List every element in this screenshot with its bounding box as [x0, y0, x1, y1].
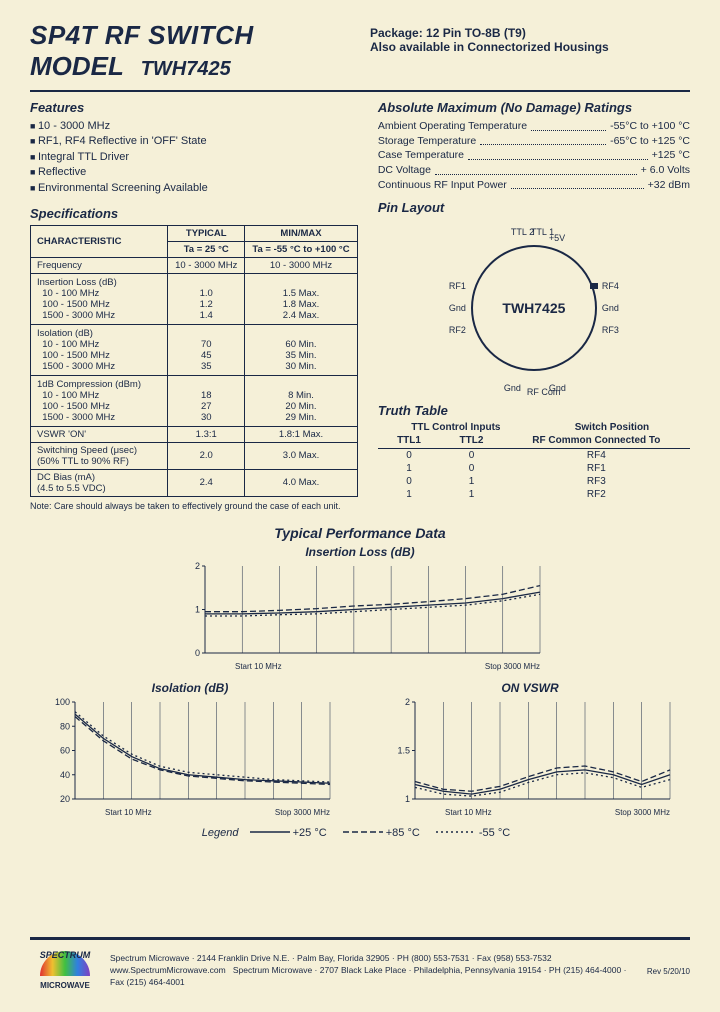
model-number: TWH7425	[141, 58, 231, 80]
footer-url: www.SpectrumMicrowave.com	[110, 965, 226, 975]
ratings-heading: Absolute Maximum (No Damage) Ratings	[378, 100, 690, 115]
package-block: Package: 12 Pin TO-8B (T9) Also availabl…	[370, 20, 690, 82]
feature-item: Environmental Screening Available	[30, 181, 358, 196]
footer: SPECTRUM MICROWAVE Spectrum Microwave · …	[30, 937, 690, 996]
footer-line1: Spectrum Microwave · 2144 Franklin Drive…	[110, 953, 637, 965]
left-column: Features 10 - 3000 MHzRF1, RF4 Reflectiv…	[30, 100, 358, 511]
pin-rf2-l: RF2	[449, 325, 466, 335]
spec-note: Note: Care should always be taken to eff…	[30, 501, 358, 511]
rating-row: DC Voltage+ 6.0 Volts	[378, 163, 690, 178]
svg-text:Start 10 MHz: Start 10 MHz	[235, 662, 282, 671]
charts-row: Isolation (dB) 20 40 60 80 100 Start 10 MHz St…	[30, 681, 690, 817]
feature-item: RF1, RF4 Reflective in 'OFF' State	[30, 134, 358, 149]
title-line2: MODEL TWH7425	[30, 51, 350, 82]
svg-text:40: 40	[60, 770, 70, 780]
pin-layout: TWH7425 TTL 2 TTL 1 +5V RF1 Gnd RF2 RF4 …	[378, 223, 690, 393]
footer-rev: Rev 5/20/10	[647, 967, 690, 976]
pin-gnd-l: Gnd	[449, 303, 466, 313]
svg-text:Stop 3000 MHz: Stop 3000 MHz	[485, 662, 540, 671]
title-line1: SP4T RF SWITCH	[30, 20, 350, 51]
truth-hdr-right: Switch Position	[534, 422, 690, 433]
package-line1: Package: 12 Pin TO-8B (T9)	[370, 26, 690, 40]
truth-heading: Truth Table	[378, 403, 690, 418]
footer-lines: Spectrum Microwave · 2144 Franklin Drive…	[110, 953, 637, 989]
logo: SPECTRUM MICROWAVE	[30, 946, 100, 996]
truth-table-section: Truth Table TTL Control Inputs Switch Po…	[378, 403, 690, 501]
svg-text:SPECTRUM: SPECTRUM	[40, 950, 91, 960]
svg-text:20: 20	[60, 794, 70, 804]
chart2-box: Isolation (dB) 20 40 60 80 100 Start 10 MHz St…	[30, 681, 350, 817]
pin-center-label: TWH7425	[502, 300, 565, 316]
pin-gnd-r: Gnd	[602, 303, 619, 313]
svg-text:2: 2	[195, 561, 200, 571]
truth-table: TTL1TTL2RF Common Connected To00RF410RF1…	[378, 433, 690, 501]
pinlayout-heading: Pin Layout	[378, 200, 690, 215]
svg-text:80: 80	[60, 721, 70, 731]
chart1-title: Insertion Loss (dB)	[30, 545, 690, 559]
features-heading: Features	[30, 100, 358, 115]
feature-item: 10 - 3000 MHz	[30, 119, 358, 134]
svg-text:2: 2	[405, 697, 410, 707]
chart3-box: ON VSWR 1 1.5 2 Start 10 MHz Stop 3000 MHz	[370, 681, 690, 817]
rating-row: Storage Temperature-65°C to +125 °C	[378, 134, 690, 149]
svg-text:1.5: 1.5	[397, 745, 410, 755]
main-columns: Features 10 - 3000 MHzRF1, RF4 Reflectiv…	[30, 100, 690, 511]
ratings-list: Ambient Operating Temperature-55°C to +1…	[378, 119, 690, 192]
pin-rf3-r: RF3	[602, 325, 619, 335]
specs-heading: Specifications	[30, 206, 358, 221]
svg-text:Start 10 MHz: Start 10 MHz	[105, 808, 152, 817]
chart1-svg: 0 1 2 Start 10 MHz Stop 3000 MHz	[170, 561, 550, 671]
svg-text:Stop 3000 MHz: Stop 3000 MHz	[615, 808, 670, 817]
chart2-title: Isolation (dB)	[30, 681, 350, 695]
svg-text:Start 10 MHz: Start 10 MHz	[445, 808, 492, 817]
pin-rf1-l: RF1	[449, 281, 466, 291]
svg-text:1: 1	[195, 604, 200, 614]
right-column: Absolute Maximum (No Damage) Ratings Amb…	[378, 100, 690, 511]
logo-svg: SPECTRUM MICROWAVE	[30, 946, 100, 996]
rating-row: Ambient Operating Temperature-55°C to +1…	[378, 119, 690, 134]
rating-row: Case Temperature+125 °C	[378, 148, 690, 163]
perf-heading: Typical Performance Data	[30, 525, 690, 541]
title-block: SP4T RF SWITCH MODEL TWH7425	[30, 20, 350, 82]
truth-hdr-left: TTL Control Inputs	[378, 422, 534, 433]
svg-text:MICROWAVE: MICROWAVE	[40, 981, 90, 990]
header-rule	[30, 90, 690, 92]
features-list: 10 - 3000 MHzRF1, RF4 Reflective in 'OFF…	[30, 119, 358, 196]
rating-row: Continuous RF Input Power+32 dBm	[378, 178, 690, 193]
truth-header-row: TTL Control Inputs Switch Position	[378, 422, 690, 433]
header: SP4T RF SWITCH MODEL TWH7425 Package: 12…	[30, 20, 690, 82]
svg-text:0: 0	[195, 648, 200, 658]
feature-item: Reflective	[30, 165, 358, 180]
svg-text:Stop 3000 MHz: Stop 3000 MHz	[275, 808, 330, 817]
package-line2: Also available in Connectorized Housings	[370, 40, 690, 54]
pin-gnd-b2: Gnd	[549, 383, 566, 393]
pin-rf4-r: RF4	[602, 281, 619, 291]
pin-circle: TWH7425 TTL 2 TTL 1 +5V RF1 Gnd RF2 RF4 …	[449, 223, 619, 393]
feature-item: Integral TTL Driver	[30, 150, 358, 165]
chart3-title: ON VSWR	[370, 681, 690, 695]
svg-text:60: 60	[60, 745, 70, 755]
svg-text:100: 100	[55, 697, 70, 707]
pin-gnd-b1: Gnd	[504, 383, 521, 393]
chart2-svg: 20 40 60 80 100 Start 10 MHz Stop 3000 MHz	[40, 697, 340, 817]
legend: Legend +25 °C +85 °C -55 °C	[30, 827, 690, 839]
pin-5v: +5V	[549, 233, 565, 243]
chart3-svg: 1 1.5 2 Start 10 MHz Stop 3000 MHz	[380, 697, 680, 817]
chart1-box: Insertion Loss (dB) 0 1 2 Start 10 MHz Stop …	[30, 545, 690, 671]
svg-text:1: 1	[405, 794, 410, 804]
spec-table: CHARACTERISTICTYPICALMIN/MAXTa = 25 °CTa…	[30, 225, 358, 497]
